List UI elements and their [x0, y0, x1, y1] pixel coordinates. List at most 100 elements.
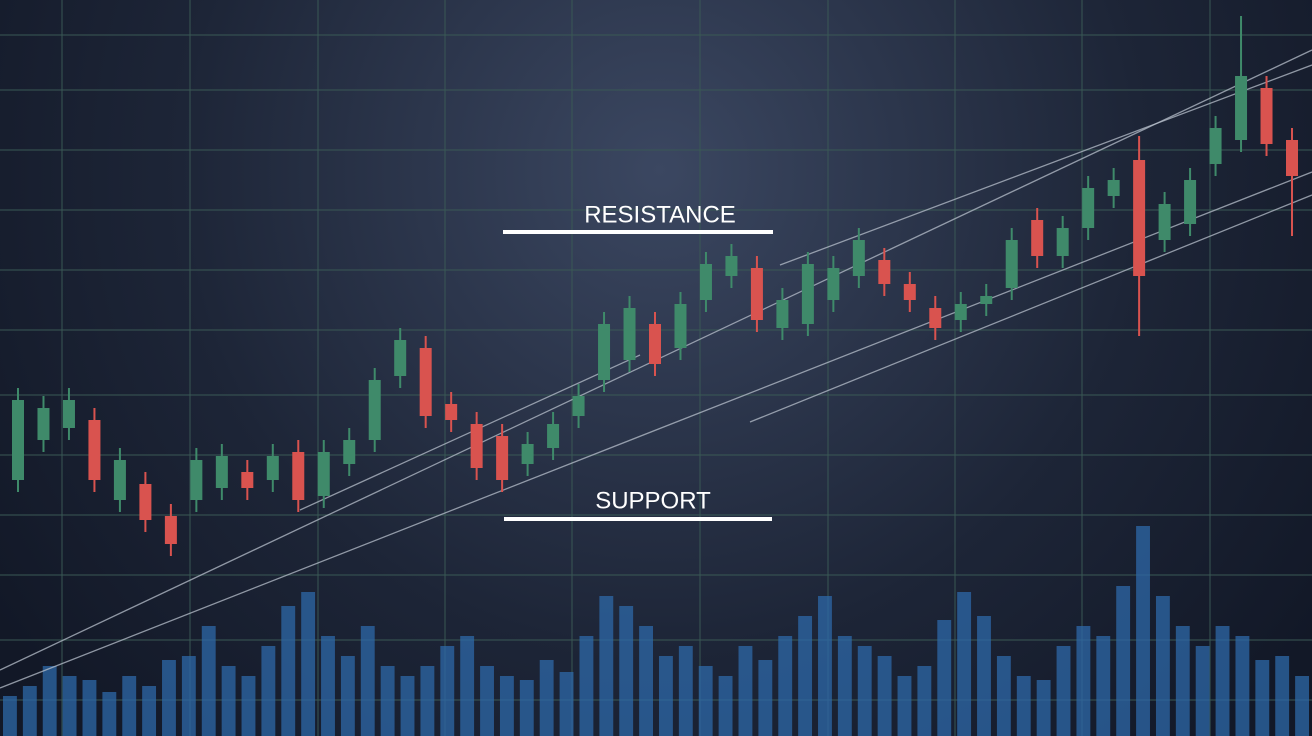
volume-bar: [857, 646, 872, 736]
candle-body: [699, 264, 712, 300]
volume-bar: [1195, 646, 1210, 736]
candle-body: [37, 408, 50, 440]
volume-bar: [917, 666, 932, 736]
volume-bar: [698, 666, 713, 736]
candle-body: [903, 284, 916, 300]
volume-bar: [599, 596, 614, 736]
candle-body: [827, 268, 840, 300]
volume-bar: [102, 692, 117, 736]
candle-body: [394, 340, 407, 376]
volume-bar: [1056, 646, 1071, 736]
volume-bar: [201, 626, 216, 736]
candle-body: [12, 400, 24, 480]
volume: [3, 526, 1309, 736]
volume-bar: [480, 666, 494, 736]
candle-body: [113, 460, 126, 500]
volume-bar: [579, 636, 594, 736]
candle-body: [1260, 88, 1273, 144]
candle-body: [725, 256, 738, 276]
volume-bar: [837, 636, 852, 736]
volume-bar: [897, 676, 912, 736]
candle-body: [292, 452, 305, 500]
volume-bar: [937, 620, 952, 736]
candle-body: [88, 420, 101, 480]
volume-bar: [519, 680, 534, 736]
volume-bar: [1036, 680, 1051, 736]
volume-bar: [1116, 586, 1131, 736]
candle-body: [164, 516, 177, 544]
volume-bar: [996, 656, 1011, 736]
volume-bar: [659, 656, 673, 736]
volume-bar: [321, 636, 335, 736]
volume-bar: [957, 592, 972, 736]
volume-bar: [42, 666, 57, 736]
volume-bar: [718, 676, 733, 736]
volume-bar: [559, 672, 574, 736]
candle-body: [266, 456, 279, 480]
volume-bar: [281, 606, 296, 736]
candle-body: [649, 324, 661, 364]
volume-bar: [1275, 656, 1290, 736]
volume-bar: [758, 660, 773, 736]
candle-body: [139, 484, 152, 520]
candle-body: [419, 348, 432, 416]
volume-bar: [400, 676, 415, 736]
volume-bar: [360, 626, 375, 736]
volume-bar: [499, 676, 514, 736]
candle-body: [980, 296, 993, 304]
candle-body: [1133, 160, 1146, 276]
volume-bar: [1096, 636, 1111, 736]
candles: [12, 16, 1298, 556]
volume-bar: [162, 660, 176, 736]
candle-body: [547, 424, 560, 448]
candle-body: [954, 304, 967, 320]
candle-body: [317, 452, 330, 496]
volume-bar: [221, 666, 236, 736]
volume-bar: [1175, 626, 1190, 736]
candle-body: [750, 268, 763, 320]
volume-bar: [778, 636, 793, 736]
volume-bar: [1076, 626, 1091, 736]
volume-bar: [1235, 636, 1250, 736]
volume-bar: [440, 646, 455, 736]
volume-bar: [678, 646, 693, 736]
volume-bar: [3, 696, 17, 736]
candle-body: [878, 260, 891, 284]
candle-body: [62, 400, 75, 428]
volume-bar: [1215, 626, 1230, 736]
candle-body: [776, 300, 789, 328]
candle-body: [521, 444, 534, 464]
candle-body: [190, 460, 203, 500]
candle-body: [1056, 228, 1069, 256]
candle-body: [1209, 128, 1222, 164]
candle-body: [496, 436, 509, 480]
volume-bar: [539, 660, 554, 736]
candle-body: [674, 304, 687, 348]
candle-body: [1005, 240, 1018, 288]
volume-bar: [380, 666, 395, 736]
volume-bar: [181, 656, 196, 736]
candle-body: [852, 240, 865, 276]
volume-bar: [1255, 660, 1270, 736]
volume-bar: [460, 636, 475, 736]
volume-bar: [62, 676, 77, 736]
volume-bar: [261, 646, 276, 736]
candle-body: [1031, 220, 1044, 256]
candle-body: [1184, 180, 1197, 224]
candle-body: [215, 456, 228, 488]
candle-body: [445, 404, 458, 420]
resistance-label: RESISTANCE: [584, 201, 736, 228]
volume-bar: [122, 676, 137, 736]
volume-bar: [818, 596, 832, 736]
volume-bar: [340, 656, 355, 736]
volume-bar: [877, 656, 892, 736]
volume-bar: [1295, 676, 1309, 736]
volume-bar: [22, 686, 37, 736]
volume-bar: [1016, 676, 1031, 736]
volume-bar: [977, 616, 991, 736]
candle-body: [623, 308, 636, 360]
candle-body: [1286, 140, 1298, 176]
